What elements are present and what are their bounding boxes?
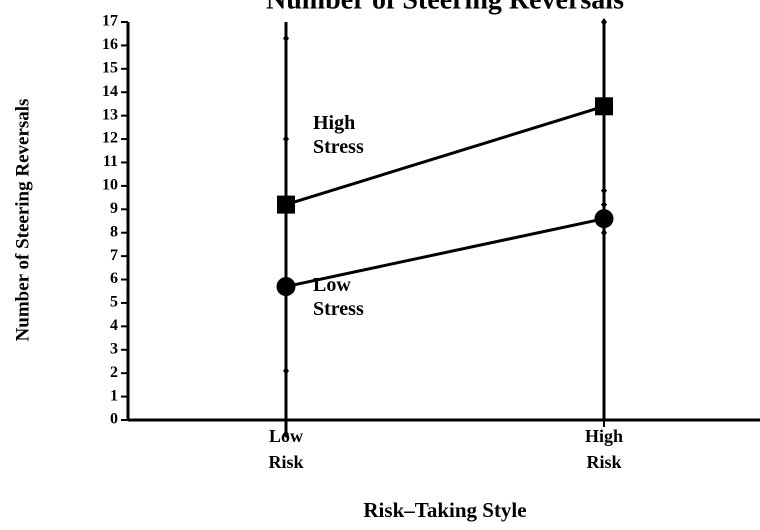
x-tick-label: LowRisk (268, 426, 303, 472)
chart-title: Number of Steering Reversals (266, 0, 624, 15)
y-tick-label: 9 (110, 200, 118, 217)
y-tick-label: 5 (110, 294, 118, 311)
y-axis-title: Number of Steering Reversals (12, 99, 33, 342)
error-cap (601, 18, 607, 26)
error-cap (601, 228, 607, 237)
series-line (285, 104, 605, 207)
y-tick-label: 3 (110, 340, 118, 357)
y-tick-label: 16 (102, 36, 118, 53)
error-cap (601, 200, 607, 209)
y-tick-label: 13 (102, 106, 118, 123)
y-tick-label: 14 (102, 83, 118, 100)
y-tick-label: 8 (110, 223, 118, 240)
y-tick-label: 10 (102, 177, 118, 194)
marker (594, 209, 614, 229)
y-tick-label: 4 (110, 317, 118, 334)
series-line (285, 217, 605, 289)
error-cap (283, 135, 289, 144)
y-tick-label: 1 (110, 387, 118, 404)
y-tick-label: 7 (110, 247, 118, 264)
x-axis-title: Risk–Taking Style (363, 498, 526, 522)
error-cap (283, 34, 289, 43)
y-tick-label: 2 (110, 364, 118, 381)
y-tick-label: 17 (102, 13, 118, 30)
marker (595, 97, 613, 116)
y-tick-label: 6 (110, 270, 118, 287)
y-tick-label: 15 (102, 59, 118, 76)
x-tick-label: High Risk (585, 426, 623, 472)
series-label: High Stress (313, 112, 364, 158)
series-label: Low Stress (313, 274, 364, 320)
y-tick-label: 0 (110, 411, 118, 428)
y-tick-label: 11 (103, 153, 118, 170)
y-tick-label: 12 (102, 130, 118, 147)
error-cap (601, 186, 607, 195)
error-cap (283, 430, 289, 439)
marker (276, 277, 296, 297)
